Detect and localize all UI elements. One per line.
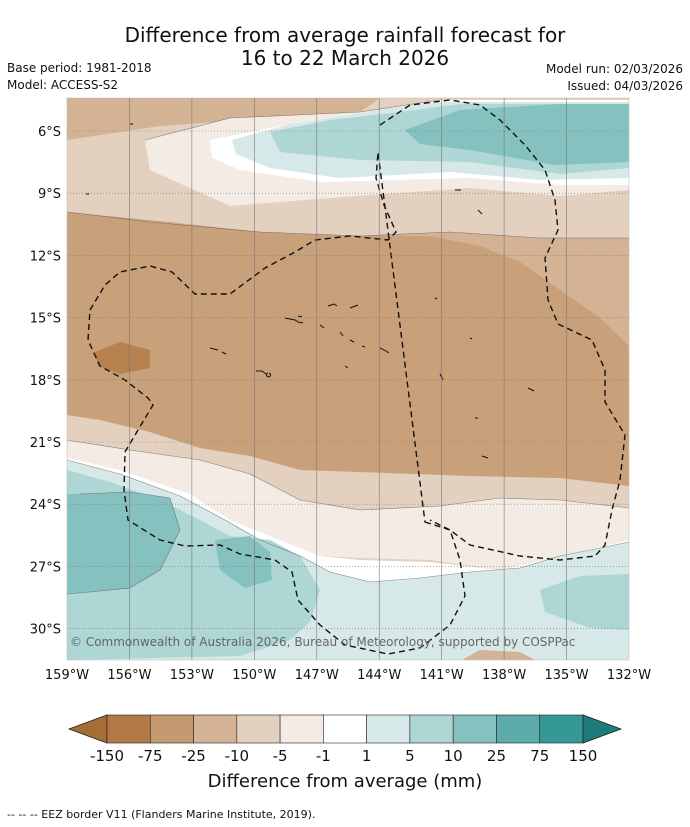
- lat-label: 9°S: [38, 187, 61, 202]
- lon-label: 150°W: [232, 668, 276, 683]
- contour-lines: [67, 99, 629, 595]
- north-dry-band: [67, 98, 380, 140]
- colorbar-swatch: [236, 714, 281, 744]
- south-dry-fragment: [462, 650, 535, 660]
- colorbar-tick: 25: [487, 747, 506, 765]
- colorbar-tick: 75: [530, 747, 549, 765]
- colorbar-swatch: [193, 714, 238, 744]
- lon-label: 132°W: [607, 668, 651, 683]
- colorbar-swatch: [452, 714, 497, 744]
- model-name: Model: ACCESS-S2: [7, 78, 119, 92]
- lon-label: 144°W: [357, 668, 401, 683]
- central-dry-core: [67, 212, 629, 486]
- colorbar-swatch: [409, 714, 454, 744]
- lat-label: 6°S: [38, 125, 61, 140]
- lat-label: 15°S: [30, 312, 61, 327]
- title-line-2: 16 to 22 March 2026: [240, 46, 450, 70]
- colorbar-tick: 5: [405, 747, 415, 765]
- colorbar-tick: -150: [90, 747, 124, 765]
- lon-label: 159°W: [45, 668, 89, 683]
- colorbar-tick: -5: [273, 747, 288, 765]
- colorbar-tick: -25: [181, 747, 206, 765]
- lat-label: 18°S: [30, 374, 61, 389]
- colorbar-tick: 1: [362, 747, 372, 765]
- colorbar-swatch: [496, 714, 541, 744]
- colorbar-extend-low: [67, 714, 108, 744]
- lat-label: 27°S: [30, 560, 61, 575]
- north-wet-core: [405, 104, 629, 165]
- islands: [86, 123, 535, 459]
- longitude-labels: 159°W 156°W 153°W 150°W 147°W 144°W 141°W 138°W…: [45, 668, 651, 683]
- colorbar-swatch: [323, 714, 367, 744]
- title-line-1: Difference from average rainfall forecas…: [124, 23, 566, 47]
- colorbar-tick: -75: [138, 747, 163, 765]
- colorbar-swatch: [279, 714, 324, 744]
- meta-left: Base period: 1981-2018 Model: ACCESS-S2: [7, 60, 152, 94]
- colorbar-swatch: [539, 714, 584, 744]
- colorbar-title: Difference from average (mm): [207, 771, 483, 792]
- colorbar-swatch: [106, 714, 151, 744]
- eez-footnote: -- -- -- EEZ border V11 (Flanders Marine…: [7, 808, 316, 821]
- lon-label: 147°W: [295, 668, 339, 683]
- issued-date: Issued: 04/03/2026: [567, 79, 683, 93]
- lat-label: 24°S: [30, 498, 61, 513]
- rainfall-field: [67, 98, 629, 660]
- colorbar-extend-high: [582, 714, 623, 744]
- dry-max-patch: [95, 342, 150, 374]
- lat-label: 21°S: [30, 436, 61, 451]
- lon-label: 135°W: [544, 668, 588, 683]
- lat-label: 12°S: [30, 249, 61, 264]
- south-neutral-band: [67, 440, 629, 570]
- latitude-labels: 6°S 9°S 12°S 15°S 18°S 21°S 24°S 27°S 30°S: [30, 125, 61, 638]
- lon-label: 138°W: [482, 668, 526, 683]
- colorbar-tick: 150: [569, 747, 598, 765]
- base-period: Base period: 1981-2018: [7, 61, 152, 75]
- lon-label: 141°W: [420, 668, 464, 683]
- model-run: Model run: 02/03/2026: [545, 62, 683, 76]
- colorbar-tick: -1: [316, 747, 331, 765]
- colorbar-tick: -10: [225, 747, 250, 765]
- map-title: Difference from average rainfall forecas…: [0, 24, 690, 70]
- lon-label: 156°W: [107, 668, 151, 683]
- lat-label: 30°S: [30, 623, 61, 638]
- southwest-wet-core: [67, 492, 180, 594]
- eez-border: [87, 99, 626, 655]
- map-frame: [66, 97, 630, 661]
- southeast-wet-patch: [540, 574, 629, 630]
- lon-label: 153°W: [170, 668, 214, 683]
- grid-lines: [67, 98, 629, 660]
- copyright-notice: © Commonwealth of Australia 2026, Bureau…: [70, 635, 575, 649]
- meta-right: Model run: 02/03/2026 Issued: 04/03/2026: [546, 61, 683, 95]
- colorbar-swatch: [366, 714, 411, 744]
- colorbar-tick: 10: [444, 747, 463, 765]
- colorbar-swatch: [149, 714, 194, 744]
- colorbar: -150 -75 -25 -10 -5 -1 1 5 10 25 75 150: [67, 714, 623, 765]
